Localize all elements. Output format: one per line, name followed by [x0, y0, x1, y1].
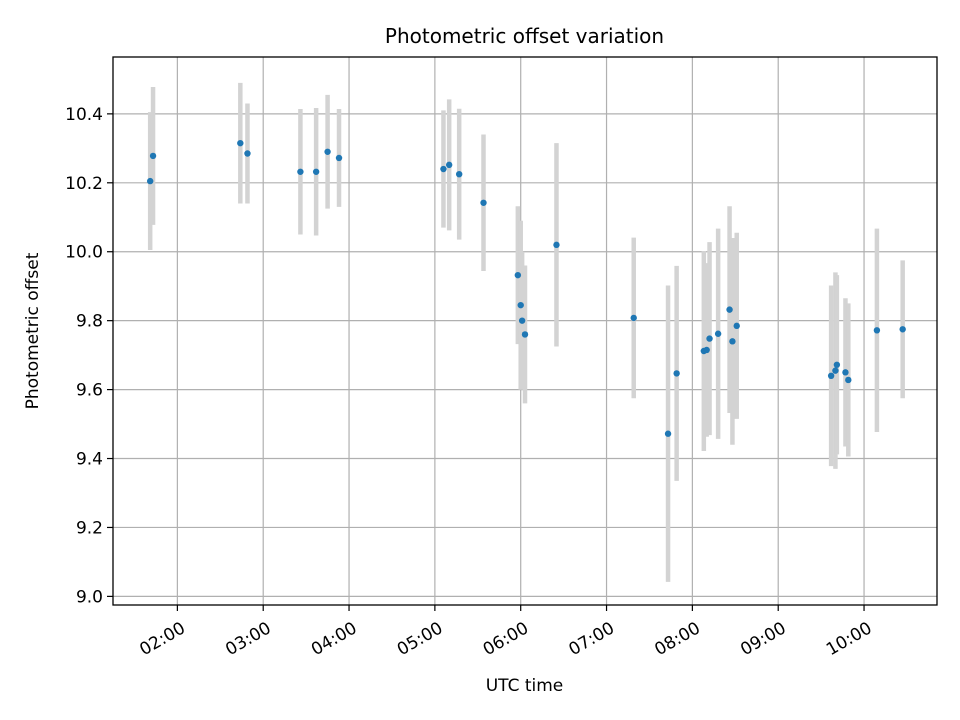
y-tick-label: 9.8 — [76, 312, 103, 332]
data-point — [553, 241, 560, 249]
y-tick-label: 9.2 — [76, 518, 103, 538]
data-point — [833, 361, 841, 368]
data-point — [244, 150, 251, 157]
data-point — [521, 331, 529, 338]
y-tick-label: 10.0 — [65, 243, 103, 263]
data-point — [729, 338, 736, 345]
x-axis-title: UTC time — [486, 676, 564, 696]
chart-title: Photometric offset variation — [385, 24, 664, 48]
data-point — [297, 168, 304, 175]
data-point — [440, 165, 447, 173]
data-point — [514, 271, 522, 279]
data-point — [873, 327, 881, 334]
data-point — [899, 326, 906, 333]
y-tick-label: 9.0 — [76, 587, 103, 607]
data-point — [842, 369, 849, 376]
data-point — [517, 301, 524, 309]
data-point — [146, 177, 154, 185]
data-point — [455, 170, 463, 178]
y-axis-title: Photometric offset — [23, 252, 43, 409]
y-tick-label: 9.6 — [76, 381, 103, 401]
data-point — [664, 430, 672, 437]
y-tick-label: 10.2 — [65, 174, 103, 194]
data-point — [335, 154, 343, 162]
data-point — [726, 306, 733, 313]
data-point — [706, 335, 713, 342]
data-point — [518, 317, 526, 324]
data-point — [237, 139, 244, 147]
plot-frame — [112, 56, 938, 606]
y-tick-label: 10.4 — [65, 105, 103, 125]
data-point — [733, 322, 740, 330]
data-point — [149, 152, 157, 160]
data-point — [673, 370, 680, 377]
data-point — [312, 168, 320, 175]
data-point — [703, 346, 710, 354]
data-point — [630, 314, 637, 322]
data-point — [324, 148, 331, 155]
data-point — [714, 330, 722, 337]
data-point — [845, 376, 852, 384]
data-point — [832, 367, 839, 374]
data-point — [480, 199, 487, 206]
data-point — [827, 372, 835, 380]
data-point — [445, 161, 453, 169]
data-points — [146, 139, 906, 437]
y-tick-label: 9.4 — [76, 450, 103, 470]
y-axis: 9.0 9.2 9.4 9.6 9.8 10.0 10.2 10.4 — [65, 105, 113, 607]
